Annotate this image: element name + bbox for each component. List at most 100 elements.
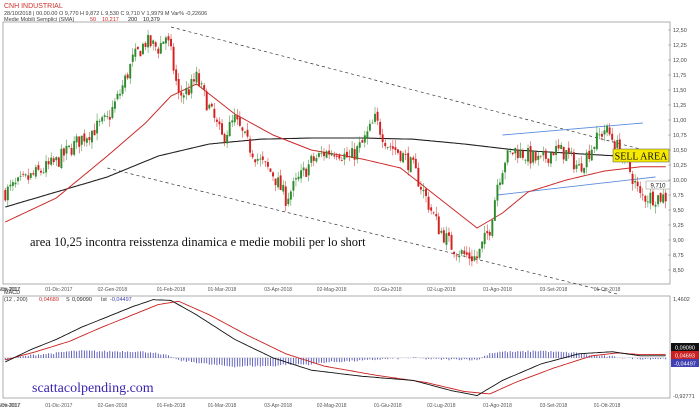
candle: [340, 156, 343, 162]
candle-body: [34, 167, 37, 177]
candle-body: [578, 164, 580, 166]
candle: [172, 43, 175, 75]
candle-body: [488, 231, 491, 236]
candle-body: [560, 144, 563, 149]
x-bottom-tick-label-6: 02-Mag-2018: [317, 403, 347, 409]
candle: [570, 147, 573, 157]
candle-body: [269, 168, 272, 172]
candle-body: [274, 178, 277, 186]
candle-body: [356, 146, 359, 160]
x-top-tick-label-7: 01-Giu-2018: [374, 287, 402, 293]
candle: [249, 135, 252, 157]
candle: [649, 187, 652, 210]
candle-body: [425, 188, 427, 197]
candle-body: [593, 146, 596, 149]
candle: [98, 119, 101, 127]
candle: [93, 123, 96, 136]
candle: [470, 249, 473, 267]
candle-body: [588, 150, 591, 159]
candle-body: [152, 40, 155, 44]
candle: [24, 173, 27, 178]
candle-body: [616, 139, 619, 148]
macd-panel-frame: [2, 295, 671, 399]
macd-tag-box-3: [671, 359, 699, 367]
candle-body: [501, 173, 504, 185]
candle: [210, 102, 213, 108]
candle: [435, 206, 438, 221]
candle-body: [491, 219, 494, 236]
candle-body: [529, 146, 532, 164]
candle-body: [328, 150, 331, 155]
candle: [603, 124, 606, 142]
candle-body: [70, 148, 73, 155]
candle: [274, 178, 277, 192]
candle: [231, 114, 234, 128]
candle: [353, 142, 356, 167]
candle: [552, 151, 555, 156]
candle: [108, 109, 111, 127]
candle-body: [555, 146, 558, 155]
candle-body: [193, 79, 195, 82]
candle: [45, 154, 48, 178]
candle: [539, 155, 542, 159]
candle: [516, 144, 519, 164]
candle: [455, 252, 458, 261]
candle-body: [302, 167, 305, 171]
candle: [266, 158, 269, 170]
macd-tag-box-1: [671, 343, 699, 351]
candle: [157, 46, 160, 59]
candle: [83, 129, 86, 147]
candle-body: [272, 172, 274, 177]
candle: [465, 246, 468, 258]
candle: [246, 122, 249, 139]
macd-ymin-label: -0,92771: [673, 394, 695, 400]
candle-body: [200, 83, 203, 85]
candle: [595, 126, 598, 151]
candle: [381, 128, 384, 149]
candle-body: [496, 184, 499, 201]
candle-body: [445, 233, 448, 245]
candle: [259, 154, 262, 167]
x-bottom-tick-label-0: 01-Nov-2017: [0, 403, 20, 409]
candle: [325, 149, 328, 159]
candle: [409, 156, 412, 173]
candle: [613, 139, 616, 150]
candle: [164, 35, 167, 51]
candle: [521, 148, 524, 161]
candle: [606, 123, 609, 137]
candle: [631, 170, 634, 191]
candle-body: [458, 255, 461, 258]
candle-body: [203, 85, 206, 90]
sma-50-line: [5, 83, 666, 229]
candle: [422, 183, 425, 199]
candle: [330, 150, 333, 157]
candle: [351, 140, 354, 159]
candle: [198, 68, 201, 88]
candle: [414, 153, 417, 169]
y-tick-label-12: 9,50: [673, 208, 684, 214]
candle-body: [159, 43, 162, 54]
candle-body: [142, 43, 144, 55]
candle: [27, 168, 30, 184]
candle: [269, 168, 272, 173]
candle: [346, 146, 348, 159]
candle-body: [368, 123, 371, 131]
candle-body: [613, 141, 616, 149]
candle-body: [47, 161, 50, 165]
candle: [121, 79, 124, 97]
candle-body: [190, 79, 193, 94]
candle-body: [430, 207, 433, 211]
candle: [50, 152, 53, 167]
candle: [277, 171, 280, 190]
candle: [200, 80, 203, 90]
candle: [295, 172, 297, 187]
candle-body: [251, 153, 254, 158]
candle-body: [557, 144, 560, 149]
candle: [279, 169, 282, 191]
candle: [116, 90, 119, 101]
candle: [534, 151, 537, 164]
candle: [601, 131, 603, 141]
candle: [251, 150, 254, 159]
candle: [427, 191, 430, 213]
candle-body: [85, 138, 88, 143]
